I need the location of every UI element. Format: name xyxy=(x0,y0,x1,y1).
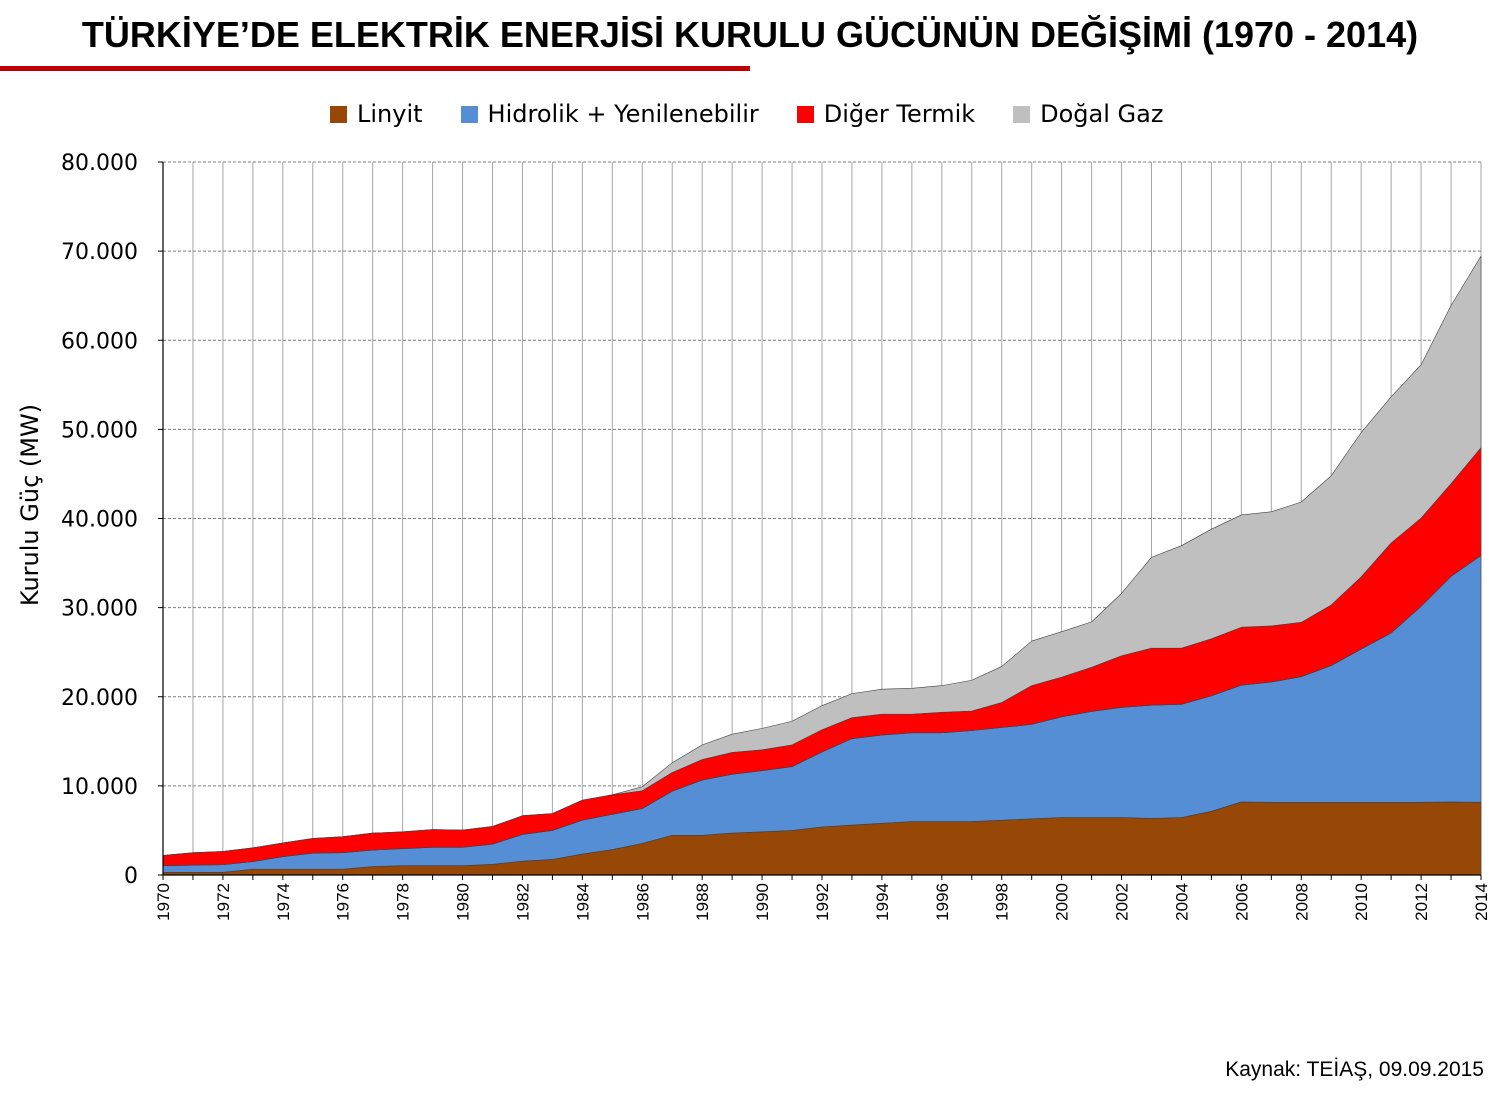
legend-swatch-dogal-gaz xyxy=(1013,105,1031,123)
legend-label-linyit: Linyit xyxy=(357,100,423,128)
x-tick-label: 1976 xyxy=(334,883,353,921)
x-tick-label: 1994 xyxy=(873,883,892,921)
y-tick-label: 80.000 xyxy=(61,151,138,176)
legend-item-linyit: Linyit xyxy=(330,100,423,128)
y-tick-label: 0 xyxy=(124,864,138,889)
page-title: TÜRKİYE’DE ELEKTRİK ENERJİSİ KURULU GÜCÜ… xyxy=(81,14,1419,55)
title-underline xyxy=(0,66,750,71)
x-tick-label: 1986 xyxy=(633,883,652,921)
y-tick-labels: 0 10.000 20.000 30.000 40.000 50.000 60.000 70.… xyxy=(61,151,163,889)
x-tick-label: 2006 xyxy=(1232,883,1251,921)
legend-item-diger-termik: Diğer Termik xyxy=(796,100,976,128)
x-tick-label: 2010 xyxy=(1352,883,1371,921)
x-tick-label: 2004 xyxy=(1172,883,1191,921)
area-do-al-gaz xyxy=(162,255,1482,856)
legend-label-hidrolik: Hidrolik + Yenilenebilir xyxy=(487,100,759,128)
source-note: Kaynak: TEİAŞ, 09.09.2015 xyxy=(1225,1058,1484,1081)
y-tick-label: 50.000 xyxy=(61,418,138,443)
x-tick-label: 1972 xyxy=(214,883,233,921)
y-tick-label: 30.000 xyxy=(61,597,138,622)
y-tick-label: 60.000 xyxy=(61,329,138,354)
y-tick-label: 40.000 xyxy=(61,508,138,533)
x-tick-label: 1990 xyxy=(753,883,772,921)
legend-swatch-linyit xyxy=(330,105,347,123)
legend-label-diger-termik: Diğer Termik xyxy=(823,100,976,128)
legend-item-dogal-gaz: Doğal Gaz xyxy=(1013,100,1163,128)
area-series xyxy=(162,255,1482,876)
x-tick-label: 1982 xyxy=(513,883,532,921)
x-tick-label: 1980 xyxy=(454,883,473,921)
x-tick-label: 1988 xyxy=(693,883,712,921)
x-tick-label: 2000 xyxy=(1053,883,1072,921)
x-tick-label: 2014 xyxy=(1472,883,1491,921)
x-tick-label: 1996 xyxy=(933,883,952,921)
x-tick-label: 1970 xyxy=(154,883,173,921)
x-tick-label: 2002 xyxy=(1113,883,1132,921)
legend-label-dogal-gaz: Doğal Gaz xyxy=(1040,100,1164,128)
x-tick-labels: 1970 1972 1974 1976 1978 1980 1982 1984 1986 1988… xyxy=(154,875,1491,921)
x-tick-label: 2008 xyxy=(1292,883,1311,921)
y-tick-label: 20.000 xyxy=(61,686,138,711)
x-tick-label: 1984 xyxy=(573,883,592,921)
legend-swatch-diger-termik xyxy=(796,105,814,123)
legend-item-hidrolik: Hidrolik + Yenilenebilir xyxy=(460,100,759,128)
y-tick-label: 10.000 xyxy=(61,775,138,800)
x-tick-label: 1978 xyxy=(394,883,413,921)
x-tick-label: 2012 xyxy=(1412,883,1431,921)
x-tick-label: 1992 xyxy=(813,883,832,921)
x-tick-label: 1974 xyxy=(274,883,293,921)
legend-swatch-hidrolik xyxy=(460,105,478,123)
y-tick-label: 70.000 xyxy=(61,240,138,265)
chart-legend: Linyit Hidrolik + Yenilenebilir Diğer Te… xyxy=(330,98,1201,130)
x-tick-label: 1998 xyxy=(993,883,1012,921)
